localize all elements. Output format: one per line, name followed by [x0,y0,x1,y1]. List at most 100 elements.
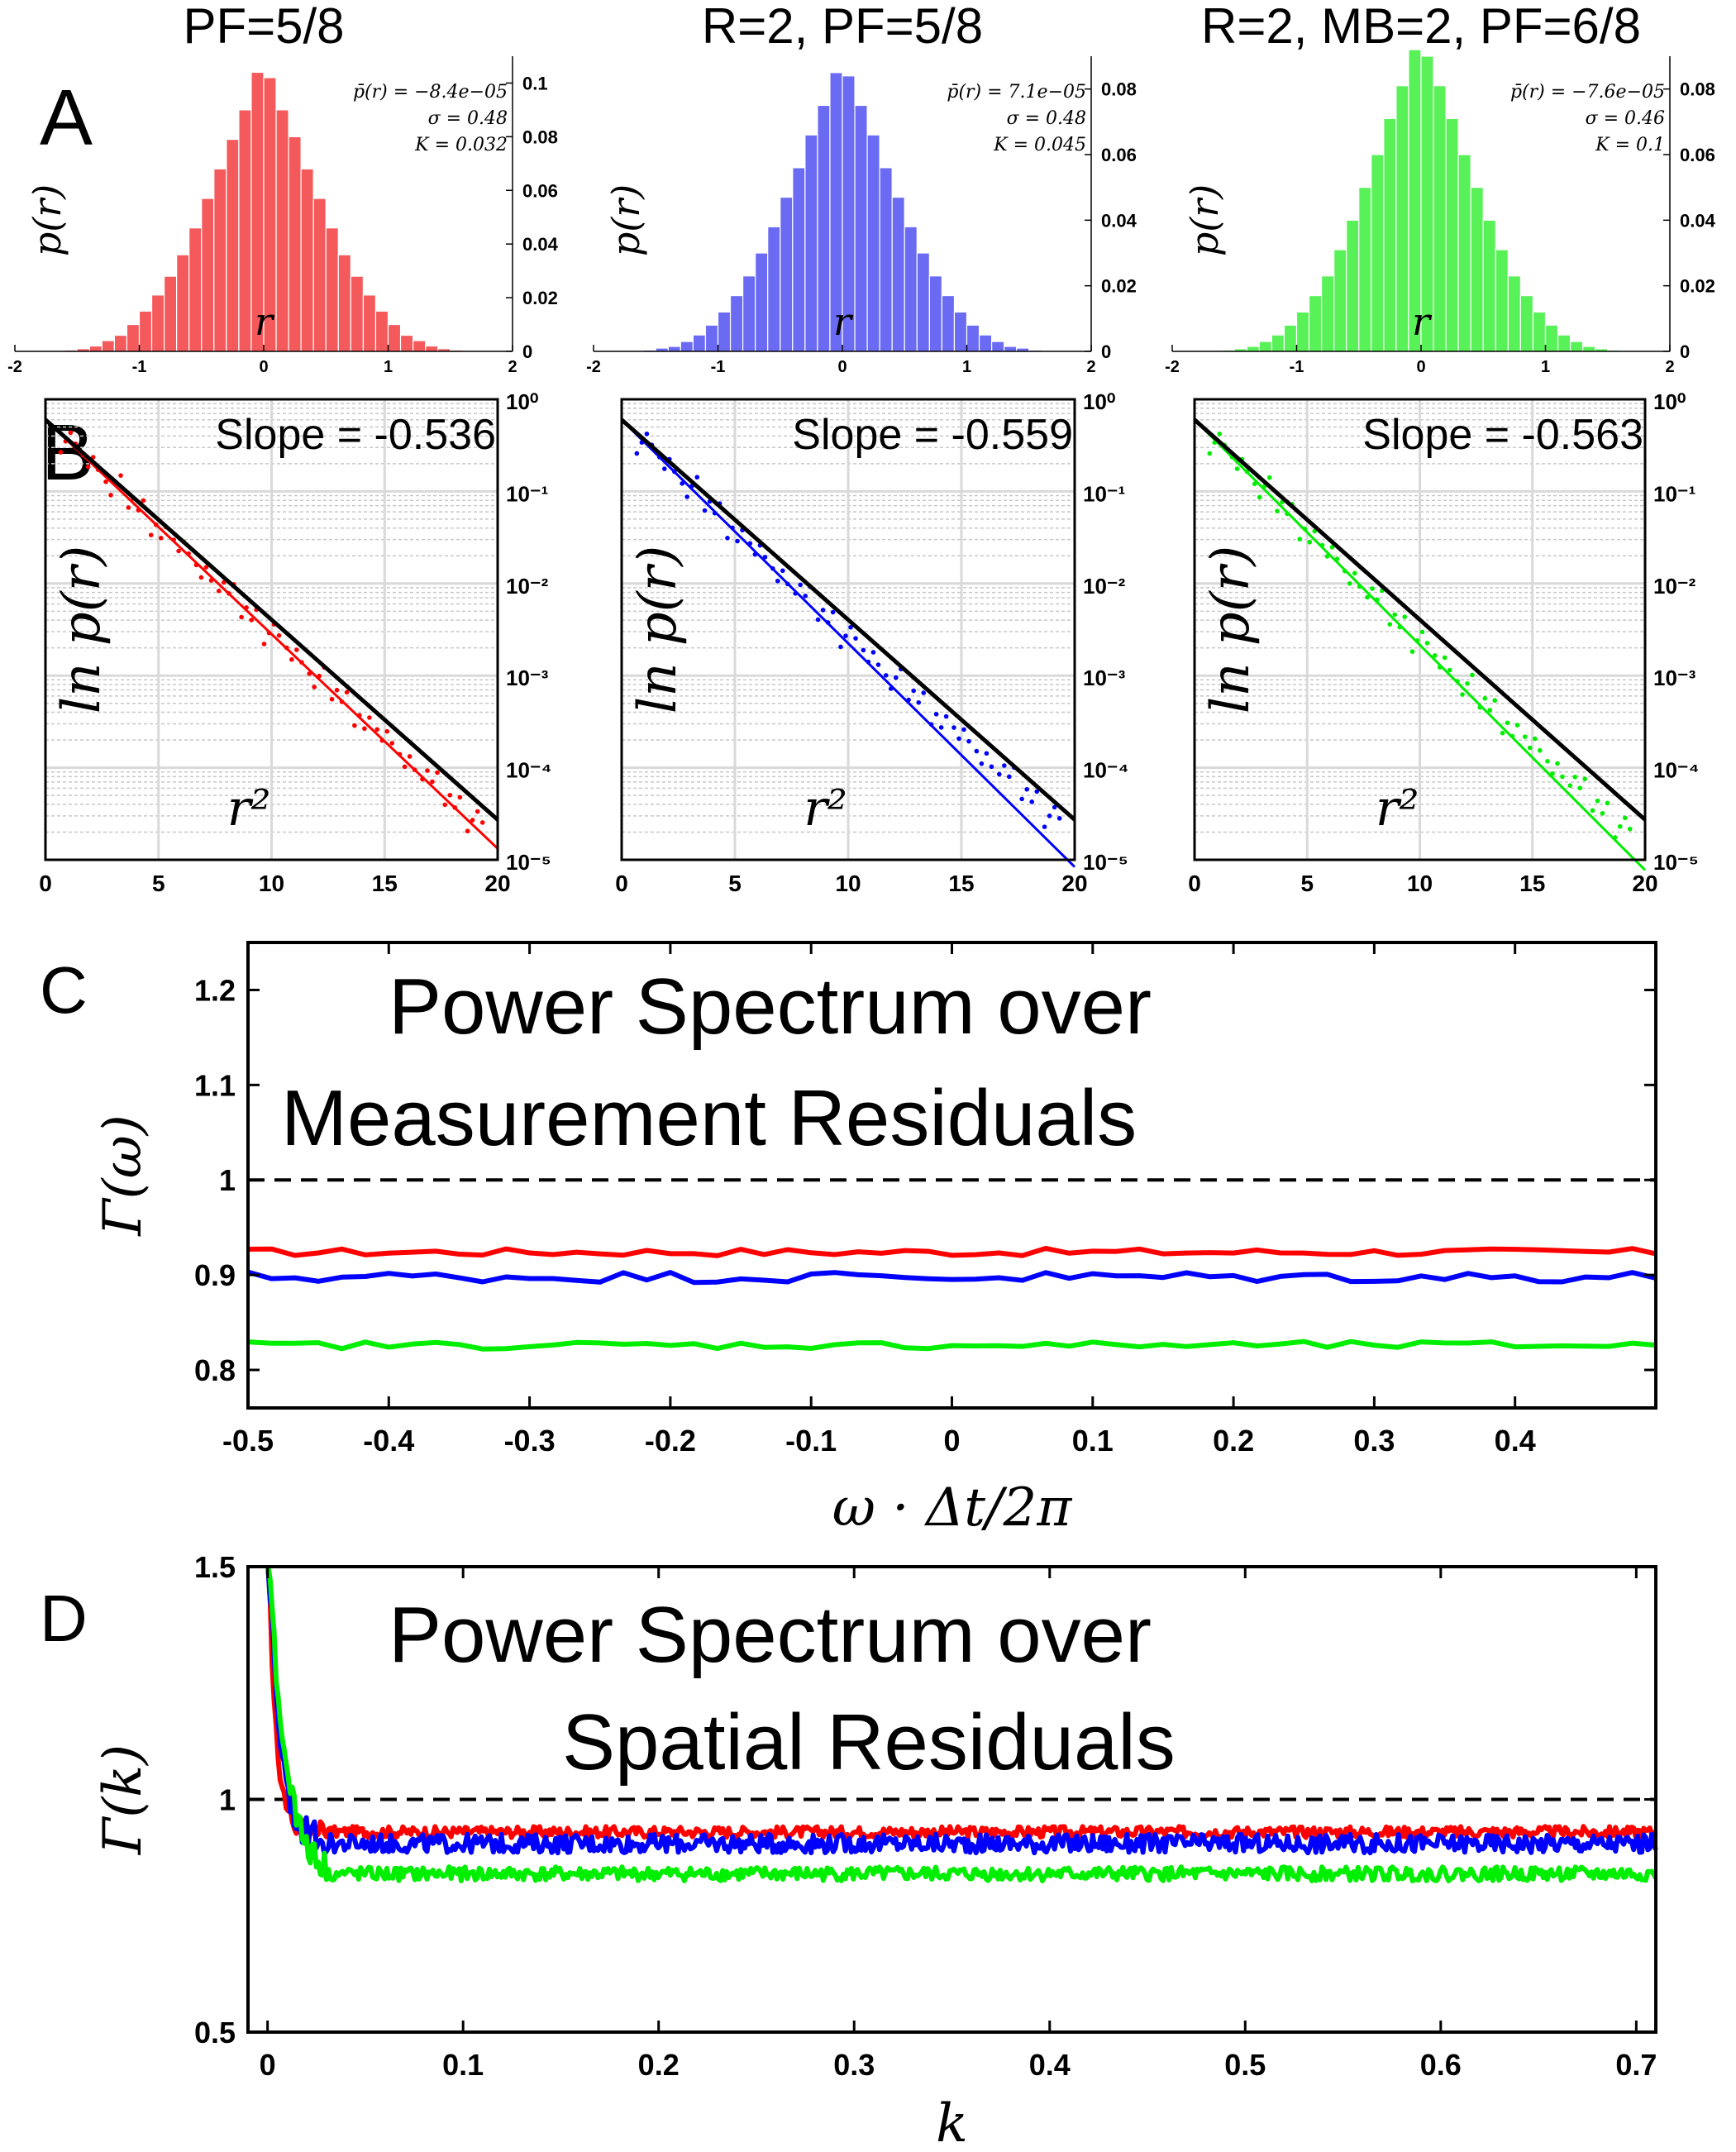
x-tick-label: -2 [1165,358,1180,376]
x-tick-label: 1 [1541,358,1550,376]
data-point [1424,641,1430,646]
histogram-bar [928,275,942,352]
data-point [1324,554,1330,559]
data-point [951,725,956,730]
y-axis-label: Γ(ω) [93,1114,154,1237]
histogram-bar [1271,334,1285,352]
data-point [1442,655,1447,661]
x-tick-label: -0.1 [785,1424,837,1458]
histogram-bar [953,311,968,352]
data-point [712,510,718,516]
x-tick-label: 20 [484,871,510,896]
data-point [735,538,740,544]
fit-line [620,418,1076,868]
data-point [684,494,689,499]
histogram-bar [804,134,818,352]
data-point [1612,835,1618,840]
data-point [1052,804,1057,810]
histogram-bar [288,136,302,352]
data-point [442,802,448,808]
y-tick-label: 0.08 [522,126,558,147]
data-point [1365,594,1370,600]
data-point [203,565,209,570]
x-tick-label: 0 [837,358,847,376]
data-point [1590,808,1595,814]
histogram-bar [680,341,694,352]
data-point [752,551,758,557]
histogram-bar [213,168,227,352]
histogram-bar [1544,324,1559,352]
x-tick-label: 0 [1416,358,1425,376]
data-point [928,722,934,728]
y-tick-label: 0 [1101,341,1111,362]
x-tick-label: 0.3 [1353,1424,1395,1458]
data-point [803,594,808,599]
data-point [352,723,357,728]
data-point [661,466,667,471]
data-point [362,726,367,732]
data-point [1007,774,1012,780]
data-point [956,736,961,742]
data-point [276,632,282,638]
x-tick-label: -1 [1290,358,1304,376]
slope-annotation: Slope = -0.536 [215,411,496,459]
data-point [1207,451,1213,456]
y-tick-label: 0.8 [194,1353,236,1387]
data-point [1019,796,1024,802]
data-point [452,805,458,810]
data-point [384,728,390,734]
data-point [312,685,317,689]
data-point [1492,698,1498,704]
x-tick-label: -0.2 [645,1424,696,1458]
data-point [1509,733,1515,739]
y-tick-label: 10⁻² [506,574,549,599]
series-line [265,1566,1658,1883]
data-point [1455,679,1460,684]
data-point [853,636,858,641]
data-point [933,712,939,717]
data-point [938,725,944,730]
data-point [725,536,730,541]
data-point [943,713,949,719]
histogram-bar [692,334,707,352]
data-point [402,764,408,770]
histogram-bar [88,345,103,352]
data-point [103,479,108,484]
data-point [1605,800,1610,806]
histogram-bar [1295,311,1310,352]
histogram-bar [1371,154,1385,352]
y-tick-label: 10⁻³ [506,666,549,690]
data-point [1414,638,1420,643]
x-tick-label: 2 [1086,358,1095,376]
y-tick-label: 10⁻⁴ [1653,758,1700,783]
histogram-bar [399,334,414,352]
data-point [961,727,966,732]
data-point [1402,614,1408,619]
data-point [430,779,435,785]
x-tick-label: 0 [260,2048,276,2082]
y-tick-label: 0 [1680,341,1690,362]
x-tick-label: 2 [508,358,517,376]
histogram-bar [325,227,339,352]
data-point [227,591,231,596]
y-tick-label: 10⁻⁵ [1653,850,1699,875]
data-point [1357,584,1362,589]
y-tick-label: 0.06 [1680,145,1715,165]
data-point [475,809,480,814]
panel-title: Spatial Residuals [562,1698,1176,1787]
histogram-bar [978,334,993,352]
reference-line [620,418,1076,822]
histogram-bar [113,334,128,352]
y-tick-label: 10⁻⁴ [506,758,552,783]
y-tick-label: 10⁻¹ [1083,481,1125,506]
data-point [425,768,430,773]
data-point [820,608,826,613]
data-point [1387,622,1393,627]
data-point [68,430,74,436]
data-point [239,614,244,620]
x-tick-label: 0.4 [1495,1424,1536,1458]
histogram-bar [1433,85,1447,352]
data-point [798,582,803,588]
histogram-bar [990,341,1005,352]
data-point [894,675,899,680]
